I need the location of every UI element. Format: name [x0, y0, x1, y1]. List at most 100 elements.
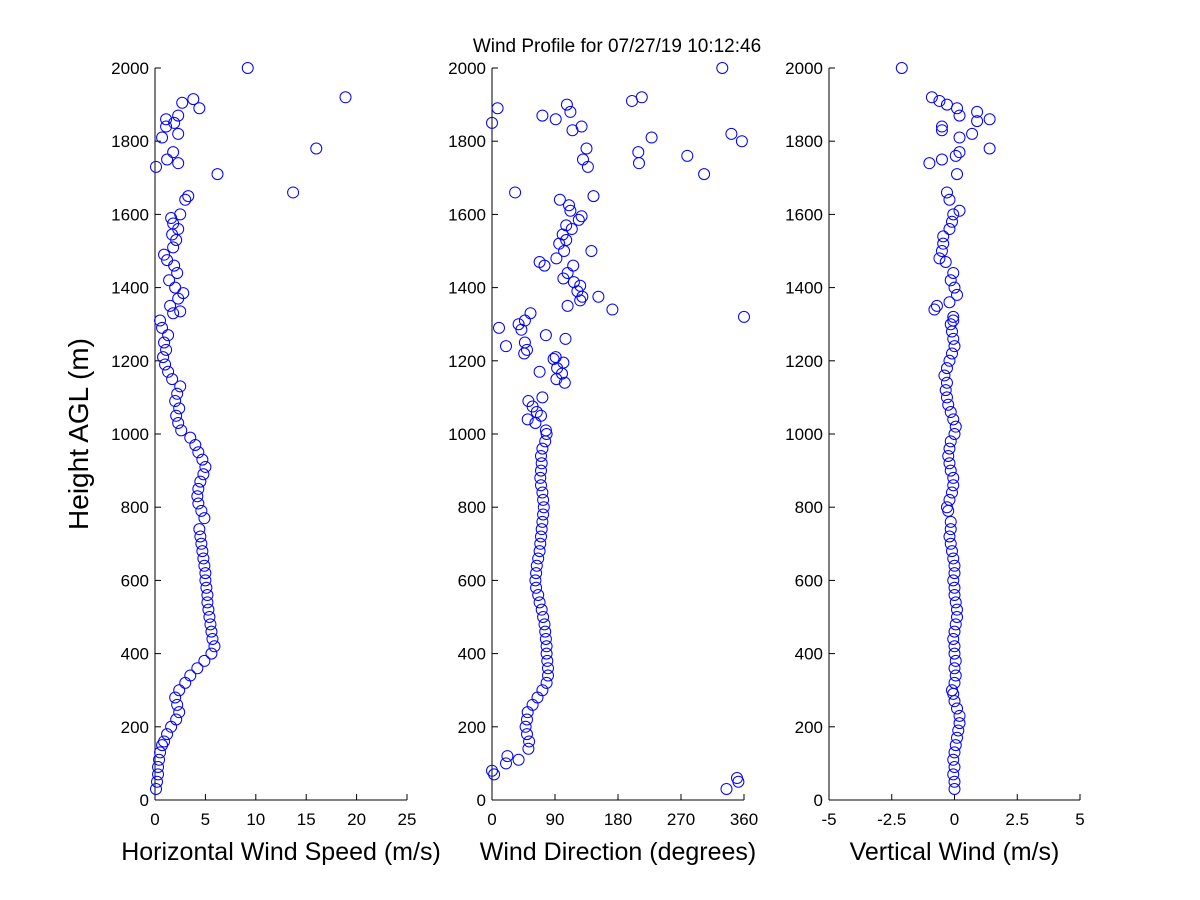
data-point: [716, 62, 729, 74]
data-point: [935, 153, 948, 166]
data-point: [161, 254, 174, 267]
data-point: [523, 735, 536, 748]
data-point: [558, 376, 571, 389]
data-point: [174, 380, 187, 393]
x-tick-label: -2.5: [877, 810, 906, 829]
data-point: [948, 581, 961, 594]
data-point: [983, 142, 996, 155]
y-tick-label: 800: [795, 498, 823, 517]
data-point: [521, 413, 534, 426]
y-tick-label: 1600: [448, 205, 486, 224]
data-point: [182, 190, 195, 203]
data-point: [169, 395, 182, 408]
data-point: [940, 98, 953, 111]
data-point: [549, 113, 562, 126]
data-point: [925, 91, 938, 104]
data-point: [171, 387, 184, 400]
data-point: [949, 149, 962, 162]
data-point: [939, 255, 952, 268]
data-point: [944, 515, 957, 528]
data-point: [943, 223, 956, 236]
data-point: [951, 168, 964, 181]
shared-y-axis-label: Height AGL (m): [63, 338, 94, 530]
data-point: [698, 168, 711, 181]
data-point: [533, 365, 546, 378]
data-point: [947, 768, 960, 781]
data-point: [535, 603, 548, 616]
data-point: [150, 160, 163, 173]
data-point: [947, 314, 960, 327]
data-point: [933, 252, 946, 265]
data-point: [193, 523, 206, 536]
data-point: [536, 109, 549, 122]
x-axis-label: Horizontal Wind Speed (m/s): [121, 838, 441, 866]
data-point: [160, 343, 173, 356]
data-point: [953, 131, 966, 144]
x-tick-label: 20: [347, 810, 366, 829]
data-point: [150, 783, 163, 796]
data-point: [173, 402, 186, 415]
data-point: [948, 647, 961, 660]
data-point: [521, 728, 533, 741]
data-point: [538, 618, 551, 631]
data-point: [530, 567, 543, 580]
y-tick-label: 1200: [448, 352, 486, 371]
y-tick-label: 1800: [111, 132, 149, 151]
data-point: [161, 728, 174, 741]
data-point: [175, 424, 188, 437]
data-point: [539, 632, 552, 645]
data-point: [168, 116, 181, 129]
data-point: [547, 352, 560, 365]
data-point: [205, 647, 218, 660]
data-point: [971, 105, 984, 118]
data-point: [539, 625, 552, 638]
y-tick-label: 1400: [785, 279, 823, 298]
data-point: [192, 497, 205, 510]
data-point: [536, 391, 549, 404]
y-tick-label: 1400: [448, 279, 486, 298]
data-point: [501, 750, 514, 763]
data-point: [947, 479, 960, 492]
data-point: [928, 303, 941, 316]
data-point: [533, 255, 546, 268]
data-point: [156, 131, 169, 144]
data-point: [947, 332, 960, 345]
data-point: [983, 113, 996, 126]
y-tick-label: 0: [477, 791, 486, 810]
data-point: [971, 115, 984, 128]
data-point: [574, 279, 587, 292]
data-point: [536, 442, 549, 455]
data-point: [540, 676, 553, 689]
data-point: [512, 318, 525, 331]
data-point: [947, 413, 960, 426]
data-point: [540, 640, 553, 653]
x-tick-label: 0: [487, 810, 496, 829]
data-point: [339, 91, 352, 104]
data-point: [211, 168, 224, 181]
data-point: [953, 146, 966, 159]
data-point: [560, 98, 573, 111]
data-point: [592, 290, 605, 303]
data-point: [952, 724, 965, 737]
y-tick-label: 200: [795, 718, 823, 737]
y-tick-label: 1600: [111, 205, 149, 224]
data-point: [199, 567, 212, 580]
y-tick-label: 1200: [111, 352, 149, 371]
data-point: [937, 237, 950, 250]
data-point: [172, 417, 185, 430]
data-point: [151, 775, 164, 788]
data-point: [529, 574, 542, 587]
data-point: [537, 611, 550, 623]
data-point: [542, 662, 554, 675]
data-point: [202, 603, 215, 616]
data-point: [937, 230, 950, 243]
data-point: [574, 294, 587, 307]
data-point: [159, 358, 172, 371]
data-point: [943, 296, 956, 309]
data-point: [198, 654, 211, 667]
data-point: [940, 376, 953, 389]
data-point: [154, 314, 167, 327]
data-point: [193, 102, 206, 115]
data-point: [177, 287, 190, 300]
